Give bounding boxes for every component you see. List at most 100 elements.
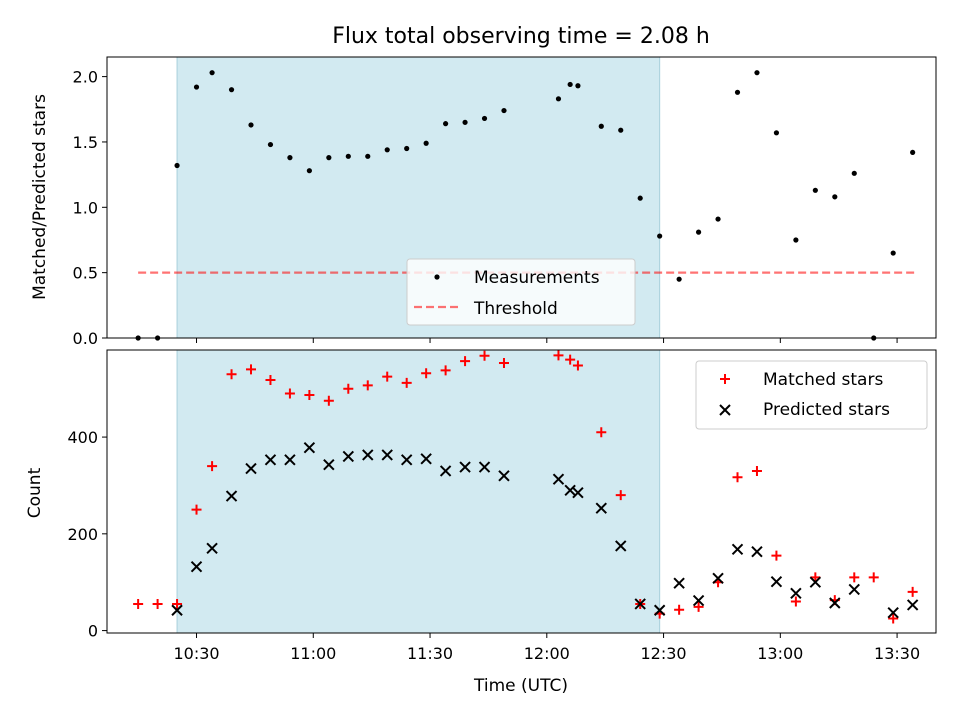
top-legend: Measurements Threshold: [406, 258, 636, 326]
measurement-point: [174, 162, 180, 169]
top-y-tick-label: 1.0: [73, 198, 98, 217]
measurement-point: [326, 155, 332, 161]
measurement-point: [555, 96, 562, 102]
measurement-point: [209, 70, 215, 76]
matched-stars-point: [572, 360, 583, 371]
measurement-point: [793, 237, 799, 243]
predicted-stars-point: [206, 542, 218, 555]
predicted-stars-point: [342, 450, 355, 463]
matched-stars-point: [401, 377, 412, 388]
bottom-legend-box: [695, 360, 928, 430]
predicted-stars-point: [692, 594, 705, 607]
matched-stars-point: [810, 572, 821, 583]
measurement-point: [695, 229, 702, 235]
matched-stars-point: [207, 461, 218, 472]
bottom-shaded-interval: [176, 349, 661, 634]
measurement-point: [384, 147, 390, 153]
matched-stars-point: [868, 572, 879, 583]
legend-threshold-label: Threshold: [473, 299, 558, 319]
measurement-point: [481, 115, 488, 122]
predicted-stars-point: [381, 449, 393, 461]
predicted-stars-point: [400, 454, 413, 466]
measurement-point: [598, 123, 604, 129]
measurement-point: [287, 155, 293, 161]
predicted-stars-point: [809, 576, 822, 588]
matched-stars-point: [615, 490, 626, 501]
matched-stars-point: [133, 598, 144, 609]
measurement-point: [715, 216, 721, 222]
x-tick-label: 11:00: [290, 644, 336, 663]
predicted-stars-point: [284, 454, 296, 466]
x-tick-label: 13:00: [757, 644, 803, 663]
predicted-stars-point: [552, 473, 565, 485]
measurement-point: [501, 107, 507, 114]
matched-stars-point: [596, 427, 607, 438]
measurement-point: [832, 194, 838, 200]
legend-measurements-label: Measurements: [474, 268, 600, 288]
measurement-point: [754, 70, 760, 76]
top-axes-frame: [106, 56, 937, 339]
predicted-stars-point: [634, 598, 646, 610]
matched-stars-point: [172, 598, 183, 609]
measurement-point: [193, 84, 200, 90]
predicted-stars-point: [498, 470, 510, 482]
predicted-stars-point: [564, 484, 576, 496]
bottom-y-tick-label: 400: [67, 428, 98, 447]
bottom-y-tick-label: 0: [88, 622, 98, 641]
predicted-stars-point: [712, 572, 724, 585]
matched-stars-point: [343, 383, 354, 394]
top-legend-box: [406, 258, 636, 326]
predicted-stars-point: [790, 587, 802, 600]
measurement-point: [567, 81, 573, 88]
measurement-point: [423, 140, 429, 146]
predicted-stars-point: [887, 606, 899, 619]
measurement-point: [773, 130, 780, 136]
bottom-y-tick-label: 200: [67, 525, 98, 544]
top-y-tick-label: 0.0: [73, 329, 98, 348]
measurement-point: [462, 119, 468, 125]
measurement-point: [812, 187, 818, 193]
measurement-point: [734, 89, 741, 95]
measurement-point: [890, 250, 896, 256]
matched-stars-point: [693, 601, 704, 612]
matched-stars-point: [323, 395, 334, 406]
legend-matched-label: Matched stars: [763, 370, 883, 390]
matched-stars-point: [460, 356, 471, 367]
bottom-panel: 10:30 11:00 11:30 12:00 12:30 13:00 13:30 0 200 4…: [67, 349, 937, 663]
matched-stars-point: [888, 613, 899, 624]
measurement-point: [637, 195, 643, 201]
matched-stars-point: [732, 472, 743, 483]
measurement-point: [851, 170, 857, 176]
matched-stars-point: [191, 504, 202, 515]
legend-predicted-marker: [719, 404, 731, 416]
measurement-point: [267, 141, 274, 148]
measurement-point: [676, 276, 682, 282]
measurement-point: [228, 87, 235, 93]
matched-stars-point: [771, 550, 782, 561]
predicted-stars-point: [770, 576, 783, 588]
figure-title: Flux total observing time = 2.08 h: [332, 24, 710, 49]
matched-stars-point: [751, 465, 762, 476]
legend-predicted-label: Predicted stars: [763, 400, 890, 420]
legend-measurement-marker: [434, 274, 440, 280]
measurement-point: [657, 233, 663, 239]
predicted-stars-point: [478, 461, 491, 473]
predicted-stars-point: [906, 599, 919, 611]
predicted-stars-point: [848, 583, 860, 596]
predicted-stars-point: [171, 604, 183, 616]
predicted-stars-point: [572, 487, 584, 499]
matched-stars-point: [152, 598, 163, 609]
top-y-axis-label: Matched/Predicted stars: [30, 94, 50, 300]
matched-stars-point: [440, 365, 451, 376]
matched-stars-point: [907, 586, 918, 597]
legend-matched-marker: [720, 374, 730, 384]
predicted-stars-point: [439, 465, 452, 477]
predicted-stars-point: [673, 577, 685, 589]
predicted-stars-point: [190, 561, 203, 573]
predicted-stars-point: [245, 462, 257, 475]
measurement-point: [248, 122, 254, 128]
measurement-point: [404, 145, 410, 152]
bottom-axes-frame: [106, 349, 937, 634]
measurement-point: [618, 127, 624, 133]
